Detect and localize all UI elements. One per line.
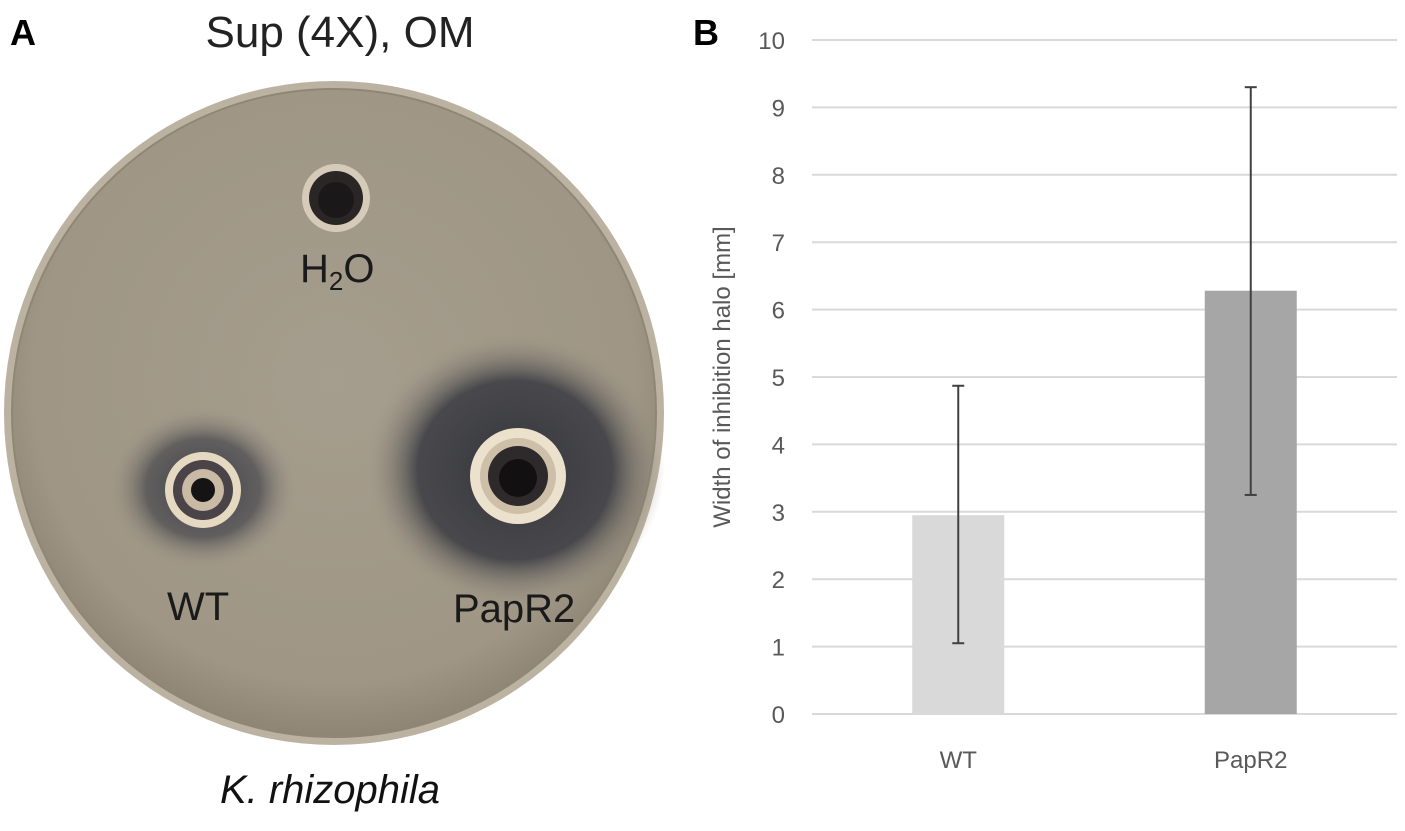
x-category-label: WT	[940, 747, 978, 774]
label-wt: WT	[167, 585, 229, 629]
y-tick-label: 2	[772, 567, 785, 594]
plate-inner-ring	[11, 88, 657, 738]
y-tick-label: 5	[772, 365, 785, 392]
y-axis-ticks: 0 1 2 3 4 5 6 7 8 9 10	[758, 28, 785, 729]
y-tick-label: 0	[772, 702, 785, 729]
well-wt	[165, 452, 241, 528]
y-tick-label: 6	[772, 298, 785, 325]
well-papr2	[470, 428, 566, 524]
x-axis-categories: WT PapR2	[940, 747, 1288, 774]
bar-chart: 0 1 2 3 4 5 6 7 8 9 10 WT PapR2 Width of inhibition…	[709, 28, 1397, 774]
y-tick-label: 3	[772, 500, 785, 527]
error-bars	[952, 86, 1257, 645]
y-tick-label: 7	[772, 230, 785, 257]
y-tick-label: 8	[772, 163, 785, 190]
y-tick-label: 10	[758, 28, 785, 55]
bars	[912, 290, 1297, 714]
y-axis-title: Width of inhibition halo [mm]	[709, 226, 736, 527]
label-papr2: PapR2	[453, 587, 575, 631]
x-category-label: PapR2	[1214, 747, 1287, 774]
petri-plate-image: H2O WT PapR2	[4, 81, 665, 745]
y-tick-label: 1	[772, 635, 785, 662]
panel-b-letter: B	[693, 12, 719, 53]
label-h2o: H2O	[300, 247, 374, 296]
y-tick-label: 4	[772, 432, 785, 459]
well-h2o	[302, 164, 370, 232]
petri-plate-panel: H2O WT PapR2	[0, 0, 690, 826]
gridlines	[812, 39, 1397, 715]
plate-title: Sup (4X), OM	[205, 8, 475, 57]
error-bar-papr2	[1244, 86, 1257, 496]
panel-a-letter: A	[10, 12, 36, 53]
y-tick-label: 9	[772, 95, 785, 122]
error-bar-wt	[952, 384, 965, 645]
organism-label: K. rhizophila	[219, 768, 441, 812]
